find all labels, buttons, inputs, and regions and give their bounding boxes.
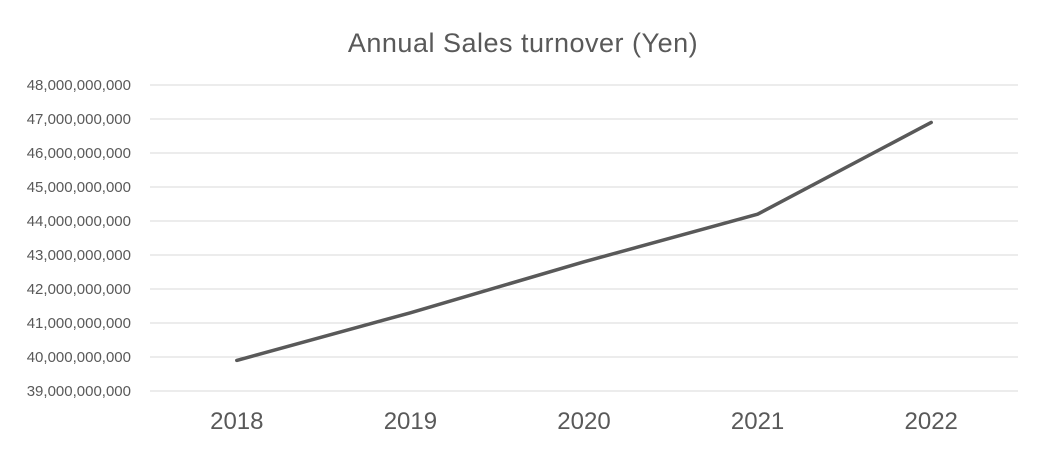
x-axis-label-2019: 2019 (384, 408, 437, 435)
y-tick-label: 40,000,000,000 (27, 349, 131, 366)
y-tick-label: 44,000,000,000 (27, 213, 131, 230)
y-axis-tick-labels: 48,000,000,000 47,000,000,000 46,000,000,0… (27, 77, 131, 400)
x-axis-label-2020: 2020 (557, 408, 610, 435)
y-tick-label: 48,000,000,000 (27, 77, 131, 94)
y-tick-label: 43,000,000,000 (27, 247, 131, 264)
y-tick-label: 39,000,000,000 (27, 383, 131, 400)
gridlines-group (150, 84, 1018, 392)
x-axis-tick-labels: 2018 2019 2020 2021 2022 (210, 408, 958, 435)
y-tick-label: 42,000,000,000 (27, 281, 131, 298)
x-axis-label-2021: 2021 (731, 408, 784, 435)
y-tick-label: 47,000,000,000 (27, 111, 131, 128)
y-tick-label: 41,000,000,000 (27, 315, 131, 332)
x-axis-label-2022: 2022 (905, 408, 958, 435)
sales-line-series (235, 120, 933, 363)
x-axis-label-2018: 2018 (210, 408, 263, 435)
y-tick-label: 45,000,000,000 (27, 179, 131, 196)
chart-title: Annual Sales turnover (Yen) (348, 28, 698, 58)
y-tick-label: 46,000,000,000 (27, 145, 131, 162)
